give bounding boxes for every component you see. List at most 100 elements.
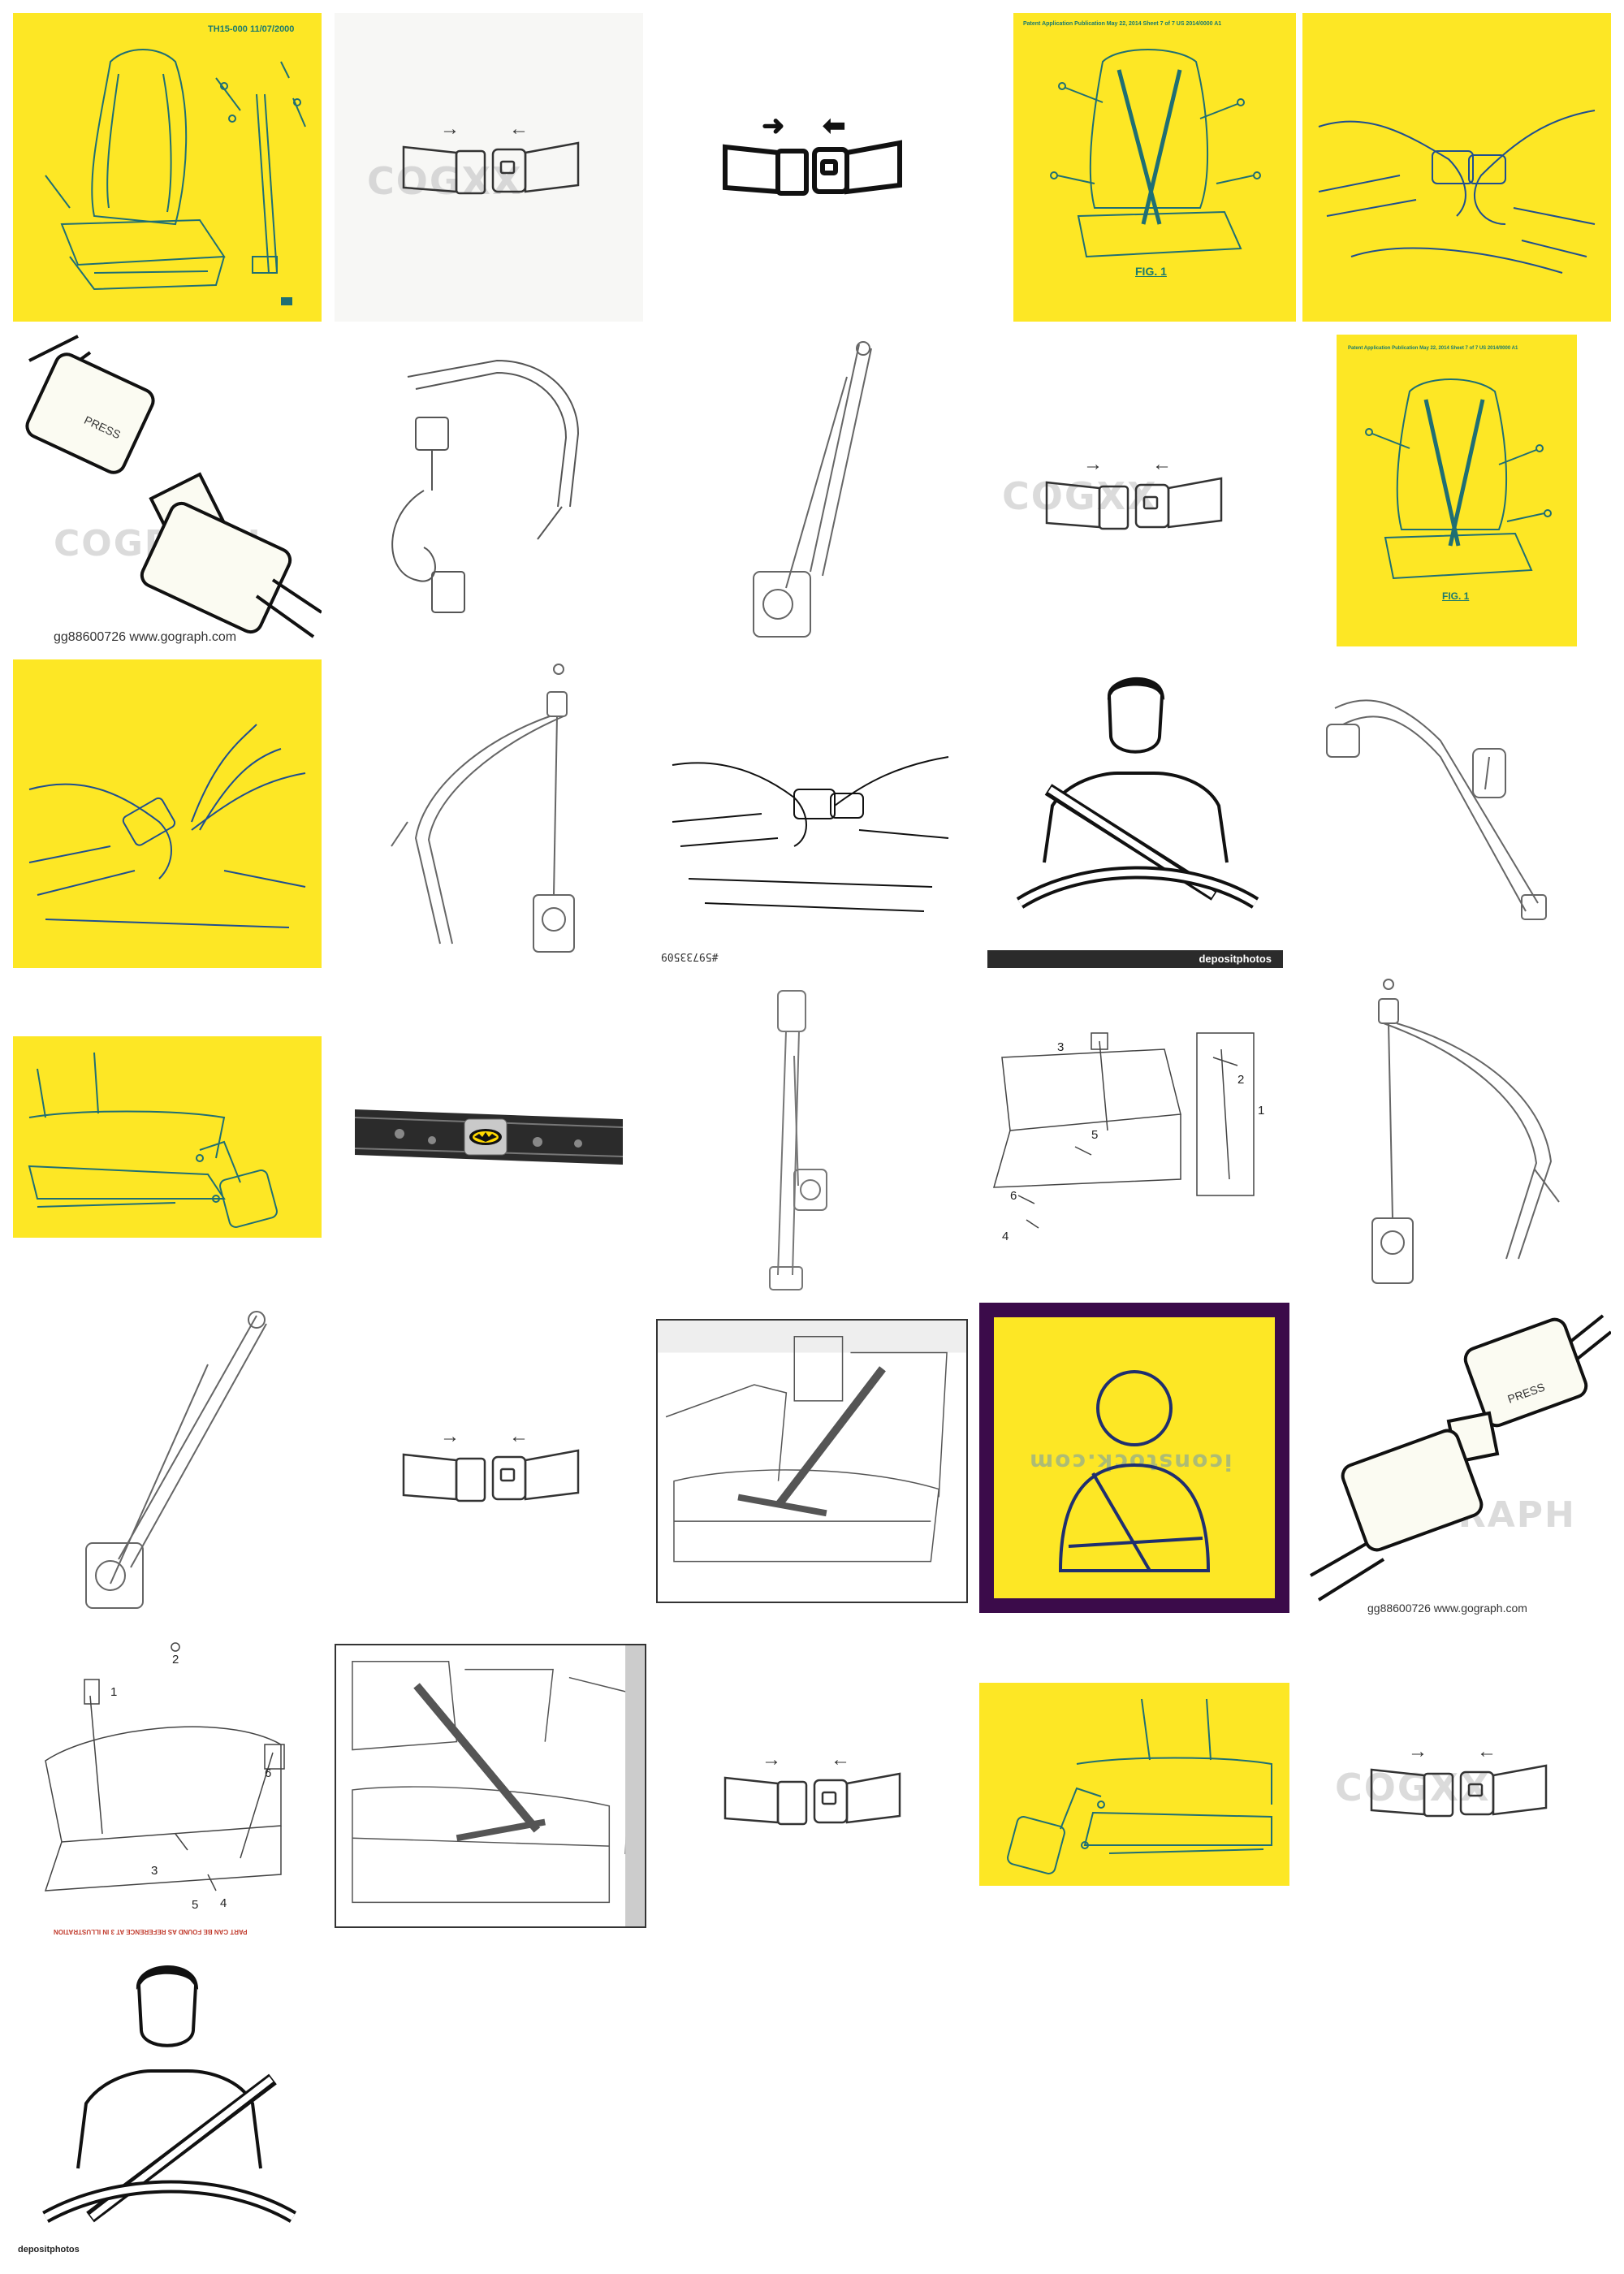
buckle-bold-icon: ➜ ⬅ <box>723 110 902 196</box>
svg-text:←: ← <box>1477 1740 1497 1762</box>
seat-rail-illustration <box>28 1052 278 1228</box>
buckle-icon: → ← <box>1045 453 1223 530</box>
buckle-icon: → ← <box>402 1425 580 1502</box>
watermark: COGXX <box>367 159 523 203</box>
stock-logo: depositphotos <box>1199 953 1272 965</box>
lap-shoulder-belt <box>1371 979 1560 1284</box>
lap-shoulder-belt-tile[interactable] <box>1315 975 1611 1299</box>
part-label-1: 1 <box>110 1685 117 1699</box>
patent-header: Patent Application Publication May 22, 2… <box>1348 346 1518 351</box>
hands-buckling-bw-illustration <box>672 756 949 912</box>
person-belt-icon <box>1016 677 1259 909</box>
retractor-assembly <box>769 990 827 1290</box>
seat-belt-assembly <box>753 341 872 638</box>
seat-belt-patent-illustration <box>1365 378 1552 580</box>
part-label-4: 4 <box>220 1896 227 1910</box>
seat-rail-illustration <box>1007 1698 1272 1874</box>
stock-caption: gg88600726 www.gograph.com <box>54 630 237 644</box>
retractor-line-art <box>391 359 580 613</box>
part-label-2: 2 <box>172 1653 179 1667</box>
retractor-assembly-tile[interactable] <box>656 975 965 1299</box>
stock-footer: depositphotos <box>18 2245 80 2255</box>
seat-illustration <box>45 49 306 305</box>
part-label-1: 1 <box>1258 1104 1264 1118</box>
hands-buckling-illustration <box>28 724 306 928</box>
rear-seat-belt-tile[interactable] <box>656 1319 968 1603</box>
seat-rail-patent-tile[interactable] <box>979 1683 1289 1886</box>
svg-text:←: ← <box>509 118 529 140</box>
hands-buckling-bw-tile[interactable]: #59733509 <box>656 659 965 968</box>
stock-bar: depositphotos <box>987 950 1283 968</box>
rear-seat-belt-tile[interactable] <box>335 1644 646 1928</box>
stock-caption: gg88600726 www.gograph.com <box>1367 1602 1527 1615</box>
belt-anchor-tile[interactable] <box>1302 659 1611 968</box>
svg-text:←: ← <box>1152 453 1172 475</box>
svg-text:→: → <box>762 1749 781 1770</box>
rear-seat-belt-parts-tile[interactable]: 3 2 1 5 6 4 <box>978 1017 1286 1260</box>
part-label-3: 3 <box>1057 1040 1064 1054</box>
rear-seat-belt-parts: 2 1 6 3 5 4 <box>44 1642 285 1912</box>
figure-label: FIG. 1 <box>1442 590 1470 602</box>
svg-text:→: → <box>440 118 460 140</box>
batman-belt <box>354 1109 624 1165</box>
seat-patent-drawing-tile[interactable]: TH15-000 11/07/2000 <box>13 13 322 322</box>
stock-id: #59733509 <box>661 950 719 962</box>
hands-buckling-tile[interactable] <box>13 659 322 968</box>
svg-text:⬅: ⬅ <box>823 110 846 141</box>
press-buckle-tile[interactable]: COGRAPH PRESS gg88600726 www.gograph.com <box>13 328 322 653</box>
belted-person-icon <box>1058 1370 1211 1572</box>
buckle-icon-tile[interactable]: COGXX → ← <box>1302 1644 1611 1928</box>
lap-shoulder-belt-tile[interactable] <box>335 659 643 968</box>
svg-text:→: → <box>1083 453 1103 475</box>
rear-seat-belt-parts-tile[interactable]: 2 1 6 3 5 4 PART CAN BE FOUND AS REFEREN… <box>13 1631 322 1939</box>
svg-text:→: → <box>1408 1740 1427 1762</box>
reference-caption: PART CAN BE FOUND AS REFERENCE AT 3 IN I… <box>54 1928 248 1935</box>
svg-text:➜: ➜ <box>762 110 785 141</box>
seat-belt-assembly <box>85 1311 267 1609</box>
buckle-icon-tile[interactable]: COGXX → ← <box>978 328 1286 653</box>
buckle-bold-icon-tile[interactable]: ➜ ⬅ <box>656 13 965 322</box>
buckle-icon-tile[interactable]: COGXX → ← <box>335 13 643 322</box>
part-label-4: 4 <box>1002 1230 1009 1243</box>
press-buckle-illustration: PRESS <box>1310 1314 1611 1602</box>
retractor-line-art-tile[interactable] <box>335 328 643 653</box>
press-buckle-illustration: PRESS <box>25 335 322 638</box>
buckle-icon: → ← <box>1370 1740 1548 1818</box>
watermark: COGXX <box>1002 474 1158 518</box>
part-label-3: 3 <box>151 1864 158 1878</box>
patent-header: Patent Application Publication May 22, 2… <box>1023 21 1222 27</box>
figure-label: FIG. 1 <box>1135 265 1167 278</box>
rear-seat-belt-illustration <box>352 1645 645 1926</box>
part-label-5: 5 <box>192 1898 198 1912</box>
seat-belt-patent-tile[interactable]: Patent Application Publication May 22, 2… <box>1013 13 1296 322</box>
seat-belt-assembly-tile[interactable] <box>13 1299 322 1624</box>
belt-sign-tile[interactable]: iconstock.com <box>979 1303 1289 1613</box>
stock-logo: depositphotos <box>18 2245 80 2255</box>
buckle-icon: → ← <box>402 118 580 195</box>
press-buckle-tile[interactable]: COGRAPH PRESS gg88600726 www.gograph.com <box>1302 1299 1611 1624</box>
buckle-icon-tile[interactable]: → ← <box>656 1644 965 1928</box>
lap-shoulder-belt <box>391 664 575 953</box>
svg-text:←: ← <box>831 1749 850 1770</box>
svg-text:→: → <box>440 1425 460 1447</box>
rear-seat-belt-illustration <box>658 1321 966 1563</box>
rear-seat-belt-parts: 3 2 1 5 6 4 <box>992 1032 1264 1243</box>
person-belt-icon-tile[interactable]: depositphotos <box>987 659 1283 968</box>
seat-belt-patent-tile[interactable]: Patent Application Publication May 22, 2… <box>1337 335 1577 646</box>
seat-belt-assembly-tile[interactable] <box>656 328 965 653</box>
drawing-code: TH15-000 11/07/2000 <box>208 24 295 34</box>
hands-buckling-tile[interactable] <box>1302 13 1611 322</box>
person-belt-icon <box>42 1965 297 2223</box>
seat-belt-patent-illustration <box>1050 49 1261 258</box>
buckle-icon: → ← <box>723 1749 901 1826</box>
part-label-2: 2 <box>1237 1073 1244 1087</box>
part-label-6: 6 <box>1010 1189 1017 1203</box>
sign-panel <box>994 1317 1275 1598</box>
person-belt-icon-tile[interactable]: depositphotos <box>13 1949 322 2261</box>
part-label-6: 6 <box>265 1766 271 1780</box>
svg-text:←: ← <box>509 1425 529 1447</box>
buckle-icon-tile[interactable]: → ← <box>335 1312 643 1611</box>
part-label-5: 5 <box>1091 1128 1098 1142</box>
batman-belt-tile[interactable] <box>335 1069 643 1215</box>
seat-rail-patent-tile[interactable] <box>13 1036 322 1238</box>
